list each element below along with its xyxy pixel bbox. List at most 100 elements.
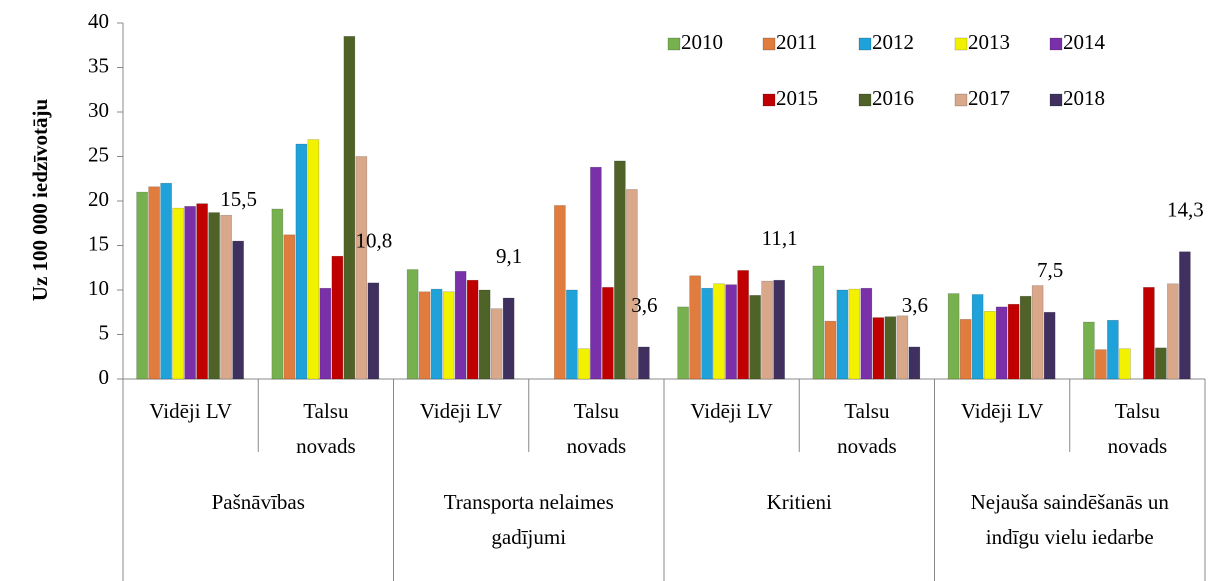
bar bbox=[824, 320, 837, 380]
legend-label: 2018 bbox=[1063, 86, 1105, 110]
bar bbox=[1019, 295, 1032, 380]
legend-swatch bbox=[667, 37, 681, 51]
bar bbox=[319, 287, 332, 380]
bar bbox=[566, 289, 578, 380]
bar bbox=[1155, 347, 1167, 380]
bar bbox=[1167, 283, 1179, 380]
x-tick-label: Talsu novads bbox=[296, 399, 356, 458]
bar bbox=[590, 166, 602, 380]
x-tick-label: Vidēji LV bbox=[960, 399, 1044, 423]
bar bbox=[406, 269, 419, 380]
y-axis-label: Uz 100 000 iedzīvotāju bbox=[28, 98, 52, 301]
bar bbox=[220, 214, 232, 380]
y-tick-label: 35 bbox=[88, 53, 109, 77]
legend-label: 2012 bbox=[872, 30, 914, 54]
data-label: 9,1 bbox=[496, 244, 522, 268]
bar bbox=[971, 294, 984, 380]
bar bbox=[713, 283, 725, 380]
group-label: Transporta nelaimes gadījumi bbox=[443, 490, 614, 549]
legend-swatch bbox=[858, 93, 872, 107]
bar bbox=[737, 270, 749, 380]
bar bbox=[959, 319, 972, 380]
x-tick-label: Talsu novads bbox=[566, 399, 627, 458]
bar bbox=[602, 287, 614, 380]
bar bbox=[418, 291, 431, 380]
bar bbox=[148, 186, 160, 380]
legend-swatch bbox=[1049, 93, 1063, 107]
group-label: Kritieni bbox=[766, 490, 832, 514]
bar bbox=[983, 311, 996, 380]
data-label: 7,5 bbox=[1037, 258, 1063, 282]
bar bbox=[761, 280, 773, 380]
legend-swatch bbox=[762, 93, 776, 107]
y-tick-label: 10 bbox=[88, 276, 109, 300]
bar bbox=[1031, 285, 1044, 380]
bar bbox=[773, 279, 785, 380]
bar bbox=[836, 289, 849, 380]
data-label: 11,1 bbox=[762, 226, 798, 250]
data-label: 3,6 bbox=[902, 293, 928, 317]
bar bbox=[995, 306, 1008, 380]
x-tick-label: Talsu novads bbox=[1107, 399, 1168, 458]
bar bbox=[442, 291, 455, 380]
bar bbox=[908, 346, 921, 380]
bar bbox=[860, 287, 873, 380]
bar bbox=[172, 207, 184, 380]
y-tick-label: 20 bbox=[88, 187, 109, 211]
y-tick-label: 30 bbox=[88, 98, 109, 122]
bar bbox=[502, 297, 515, 380]
bar bbox=[454, 271, 467, 380]
bar bbox=[749, 295, 761, 380]
bar bbox=[136, 191, 148, 380]
bar bbox=[1083, 321, 1095, 380]
y-tick-label: 0 bbox=[99, 365, 110, 389]
legend-swatch bbox=[954, 93, 968, 107]
bar bbox=[307, 139, 320, 380]
data-label: 14,3 bbox=[1167, 198, 1204, 222]
bar bbox=[208, 212, 220, 380]
bar bbox=[367, 282, 380, 380]
group-label: Pašnāvības bbox=[211, 490, 305, 514]
bar bbox=[478, 289, 491, 380]
bar bbox=[1095, 349, 1107, 380]
bar bbox=[1143, 287, 1155, 380]
legend-label: 2017 bbox=[968, 86, 1010, 110]
x-tick-label: Talsu novads bbox=[837, 399, 897, 458]
x-tick-label: Vidēji LV bbox=[690, 399, 773, 423]
y-tick-label: 25 bbox=[88, 142, 109, 166]
bar bbox=[1007, 303, 1020, 380]
legend-swatch bbox=[762, 37, 776, 51]
bar bbox=[271, 208, 284, 380]
bar bbox=[554, 205, 566, 380]
x-tick-label: Vidēji LV bbox=[419, 399, 503, 423]
bar bbox=[1179, 251, 1191, 380]
bar bbox=[614, 160, 626, 380]
bar bbox=[578, 348, 590, 380]
data-label: 3,6 bbox=[631, 293, 657, 317]
bar bbox=[725, 284, 737, 380]
bar bbox=[872, 317, 885, 380]
bar bbox=[884, 316, 897, 380]
legend-label: 2016 bbox=[872, 86, 914, 110]
bar bbox=[1043, 311, 1056, 380]
legend-label: 2011 bbox=[776, 30, 817, 54]
legend-label: 2010 bbox=[681, 30, 723, 54]
bar bbox=[430, 288, 443, 380]
data-label: 10,8 bbox=[356, 229, 393, 253]
y-tick-label: 40 bbox=[88, 9, 109, 33]
legend-swatch bbox=[954, 37, 968, 51]
bar bbox=[196, 203, 208, 380]
bar bbox=[160, 182, 172, 380]
bar bbox=[896, 315, 909, 380]
bar bbox=[232, 240, 244, 380]
bar bbox=[184, 206, 196, 380]
data-label: 15,5 bbox=[220, 187, 257, 211]
bar bbox=[1119, 348, 1131, 380]
legend-label: 2015 bbox=[776, 86, 818, 110]
bar bbox=[638, 346, 650, 380]
legend-swatch bbox=[858, 37, 872, 51]
legend-label: 2014 bbox=[1063, 30, 1106, 54]
bar bbox=[466, 279, 479, 380]
